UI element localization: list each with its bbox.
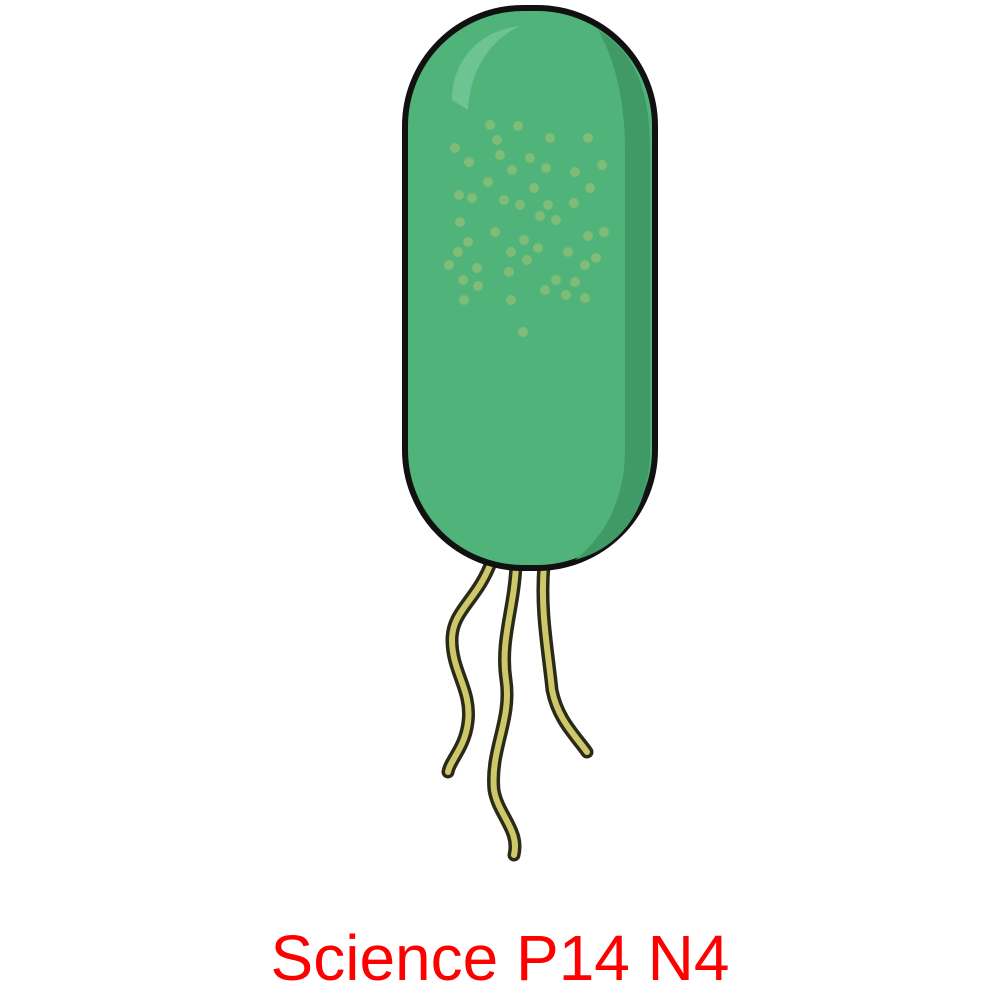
cell-body <box>405 8 655 568</box>
speckle-dot <box>455 217 465 227</box>
speckle-dot <box>541 163 551 173</box>
speckle-dot <box>495 150 505 160</box>
speckle-dot <box>570 167 580 177</box>
speckle-dot <box>453 247 463 257</box>
speckle-dot <box>444 260 454 270</box>
speckle-dot <box>569 198 579 208</box>
speckle-dot <box>483 177 493 187</box>
speckle-dot <box>551 215 561 225</box>
speckle-dot <box>463 237 473 247</box>
speckle-dot <box>472 263 482 273</box>
speckle-dot <box>473 281 483 291</box>
speckle-dot <box>518 327 528 337</box>
speckle-dot <box>485 120 495 130</box>
speckle-dot <box>543 200 553 210</box>
speckle-dot <box>454 190 464 200</box>
speckle-dot <box>551 275 561 285</box>
speckle-dot <box>490 227 500 237</box>
speckle-dot <box>580 260 590 270</box>
speckle-dot <box>525 153 535 163</box>
flagella <box>448 560 587 855</box>
speckle-dot <box>580 293 590 303</box>
speckle-dot <box>458 275 468 285</box>
speckle-dot <box>533 243 543 253</box>
speckle-dot <box>450 143 460 153</box>
speckle-dot <box>535 211 545 221</box>
speckle-dot <box>545 133 555 143</box>
speckle-dot <box>529 183 539 193</box>
speckle-dot <box>464 157 474 167</box>
speckle-dot <box>506 247 516 257</box>
speckle-dot <box>506 295 516 305</box>
speckle-dot <box>599 227 609 237</box>
speckle-dot <box>459 295 469 305</box>
speckle-dot <box>499 195 509 205</box>
speckle-dot <box>492 135 502 145</box>
speckle-dot <box>467 193 477 203</box>
speckle-dot <box>583 231 593 241</box>
speckle-dot <box>591 253 601 263</box>
speckle-dot <box>597 160 607 170</box>
speckle-dot <box>513 121 523 131</box>
speckle-dot <box>583 133 593 143</box>
speckle-dot <box>585 183 595 193</box>
speckle-dot <box>507 165 517 175</box>
speckle-dot <box>504 267 514 277</box>
speckle-dot <box>570 277 580 287</box>
speckle-dot <box>522 255 532 265</box>
speckle-dot <box>519 235 529 245</box>
caption: Science P14 N4 <box>0 918 1000 998</box>
speckle-dot <box>515 200 525 210</box>
speckle-dot <box>540 285 550 295</box>
speckle-dot <box>563 247 573 257</box>
speckle-dot <box>561 290 571 300</box>
